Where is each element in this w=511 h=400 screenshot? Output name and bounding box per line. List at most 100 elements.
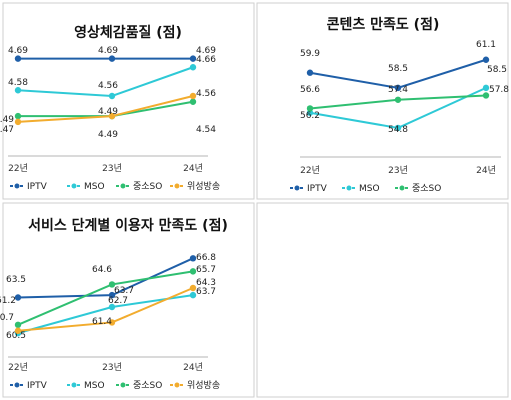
panel-frame-3 bbox=[2, 202, 255, 398]
data-point bbox=[14, 87, 22, 94]
data-point bbox=[14, 294, 22, 301]
x-tick-label: 22년 bbox=[8, 163, 28, 174]
x-tick-label: 24년 bbox=[183, 362, 203, 373]
data-label: 63.5 bbox=[6, 275, 26, 285]
data-label: 64.3 bbox=[196, 278, 216, 288]
data-point bbox=[189, 284, 197, 292]
data-point bbox=[189, 55, 197, 62]
data-point bbox=[189, 255, 197, 262]
data-point bbox=[189, 268, 197, 275]
data-label: 4.49 bbox=[0, 115, 14, 125]
data-point bbox=[108, 112, 116, 120]
data-label: 54.8 bbox=[388, 125, 408, 135]
data-label: 61.4 bbox=[92, 317, 112, 327]
data-label: 64.6 bbox=[92, 265, 112, 275]
data-label: 63.7 bbox=[196, 287, 216, 297]
data-label: 66.8 bbox=[196, 253, 216, 263]
legend-entry: 위성방송 bbox=[187, 380, 220, 391]
legend-entry: MSO bbox=[84, 381, 105, 391]
legend-marker bbox=[71, 382, 77, 388]
legend-marker bbox=[120, 183, 126, 189]
data-label: 65.7 bbox=[196, 265, 216, 275]
x-tick-label: 22년 bbox=[8, 362, 28, 373]
legend-marker bbox=[14, 382, 20, 388]
data-label: 4.49 bbox=[98, 107, 118, 117]
x-tick-label: 24년 bbox=[183, 163, 203, 174]
data-point bbox=[306, 69, 314, 76]
chart-2: 콘텐츠 만족도 (점) 22년 23년 24년 59.9 58.5 61.1 56.2 54.8… bbox=[290, 16, 509, 194]
data-point bbox=[189, 64, 197, 71]
data-point bbox=[108, 55, 116, 62]
x-tick-label: 24년 bbox=[476, 165, 496, 176]
data-point bbox=[394, 96, 402, 103]
legend-entry: IPTV bbox=[307, 184, 328, 194]
data-point bbox=[394, 84, 402, 92]
legend-marker bbox=[294, 185, 300, 191]
x-tick-label: 23년 bbox=[388, 165, 408, 176]
data-label: 4.66 bbox=[196, 55, 216, 65]
data-label: 4.54 bbox=[196, 125, 216, 135]
data-label: 61.2 bbox=[0, 296, 16, 306]
legend-entry: IPTV bbox=[27, 381, 48, 391]
data-point bbox=[482, 92, 490, 99]
legend-entry: MSO bbox=[84, 182, 105, 192]
data-label: 57.8 bbox=[489, 85, 509, 95]
legend-marker bbox=[174, 382, 180, 388]
data-label: 59.9 bbox=[300, 49, 320, 59]
data-label: 63.7 bbox=[114, 286, 134, 296]
data-point bbox=[482, 56, 490, 63]
legend-entry: IPTV bbox=[27, 182, 48, 192]
legend-entry: 위성방송 bbox=[187, 181, 220, 192]
data-point bbox=[14, 112, 22, 120]
data-point bbox=[108, 92, 116, 100]
chart-title: 영상체감품질 (점) bbox=[74, 24, 182, 41]
data-label: 4.56 bbox=[196, 89, 216, 99]
data-label: 58.5 bbox=[487, 65, 507, 75]
data-point bbox=[306, 105, 314, 112]
chart-title: 콘텐츠 만족도 (점) bbox=[327, 16, 440, 33]
panel-frame-1 bbox=[2, 2, 255, 200]
data-point bbox=[108, 291, 116, 299]
data-label: 4.69 bbox=[196, 46, 216, 56]
data-point bbox=[108, 281, 116, 288]
legend-entry: 중소SO bbox=[133, 380, 162, 391]
chart-1: 영상체감품질 (점) 22년 23년 24년 4.69 4.69 4.69 4.58 4.56 4… bbox=[0, 24, 220, 192]
legend-marker bbox=[174, 183, 180, 189]
legend-marker bbox=[71, 183, 77, 189]
data-point bbox=[14, 118, 22, 126]
x-tick-label: 23년 bbox=[102, 362, 122, 373]
legend-marker bbox=[346, 185, 352, 191]
chart-title: 서비스 단계별 이용자 만족도 (점) bbox=[28, 217, 228, 234]
data-point bbox=[482, 84, 490, 92]
data-label: 4.47 bbox=[0, 125, 14, 135]
x-tick-label: 23년 bbox=[102, 163, 122, 174]
legend-entry: 중소SO bbox=[412, 183, 441, 194]
data-label: 4.69 bbox=[8, 46, 28, 56]
data-point bbox=[14, 55, 22, 62]
data-label: 4.58 bbox=[8, 78, 28, 88]
data-label: 60.7 bbox=[0, 313, 14, 323]
data-label: 4.69 bbox=[98, 46, 118, 56]
legend-entry: 중소SO bbox=[133, 181, 162, 192]
data-point bbox=[14, 321, 22, 329]
legend-marker bbox=[120, 382, 126, 388]
data-label: 60.5 bbox=[6, 331, 26, 341]
data-label: 4.49 bbox=[98, 130, 118, 140]
data-label: 56.6 bbox=[300, 85, 320, 95]
data-label: 62.7 bbox=[108, 296, 128, 306]
data-point bbox=[189, 98, 197, 105]
legend-marker bbox=[399, 185, 405, 191]
panel-frame-4 bbox=[256, 202, 509, 398]
data-point bbox=[108, 303, 116, 311]
data-label: 61.1 bbox=[476, 40, 496, 50]
data-label: 57.4 bbox=[388, 85, 408, 95]
legend-marker bbox=[14, 183, 20, 189]
x-tick-label: 22년 bbox=[300, 165, 320, 176]
panel-frame-2 bbox=[256, 2, 509, 200]
data-point bbox=[108, 319, 116, 326]
data-point bbox=[14, 327, 22, 334]
data-label: 58.5 bbox=[388, 64, 408, 74]
data-point bbox=[189, 92, 197, 100]
data-label: 4.56 bbox=[98, 81, 118, 91]
